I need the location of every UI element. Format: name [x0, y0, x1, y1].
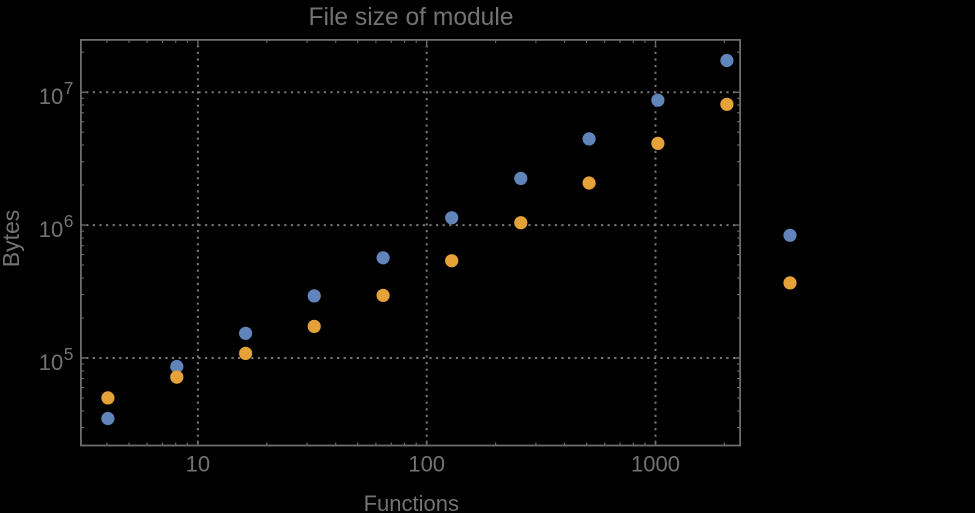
- svg-text:100: 100: [408, 451, 445, 476]
- svg-text:10: 10: [39, 217, 63, 242]
- svg-text:7: 7: [64, 78, 74, 98]
- svg-text:Bytes: Bytes: [0, 210, 24, 268]
- svg-text:10: 10: [186, 451, 210, 476]
- svg-text:5: 5: [64, 344, 74, 364]
- svg-text:10: 10: [39, 84, 63, 109]
- svg-text:10: 10: [39, 350, 63, 375]
- svg-text:6: 6: [64, 211, 74, 231]
- svg-text:1000: 1000: [631, 451, 680, 476]
- svg-text:File size of module: File size of module: [308, 4, 513, 31]
- svg-text:Functions: Functions: [364, 491, 459, 513]
